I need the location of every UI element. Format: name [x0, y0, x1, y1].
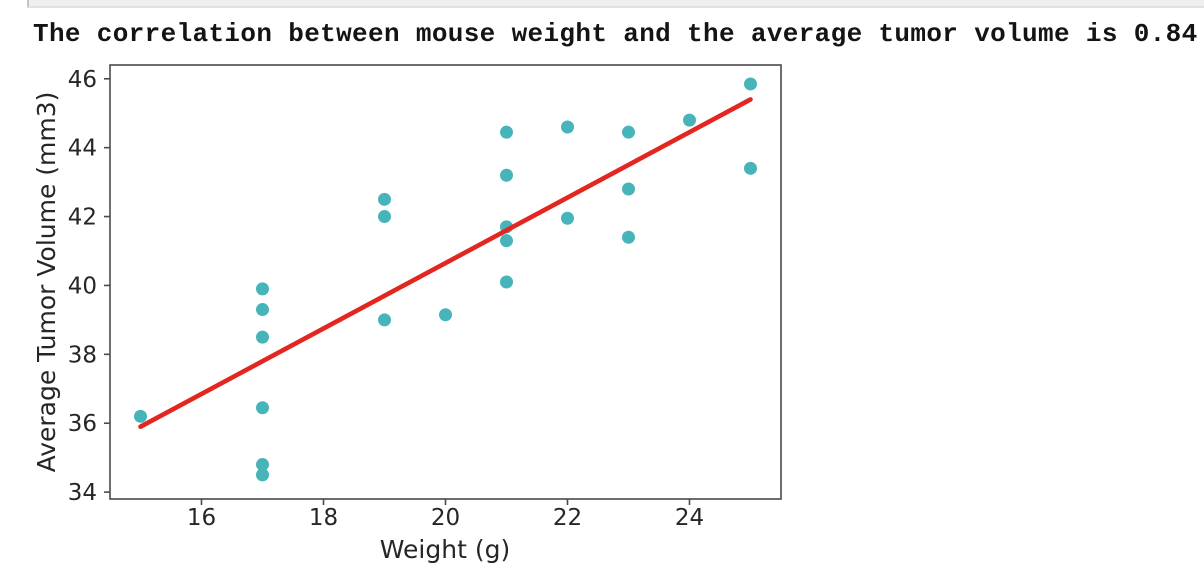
x-axis-label: Weight (g)	[380, 535, 510, 564]
scatter-point	[500, 234, 513, 248]
scatter-point	[134, 409, 147, 423]
x-tick-label: 18	[309, 505, 338, 531]
scatter-point	[622, 125, 635, 139]
scatter-point	[378, 192, 391, 206]
scatter-point	[744, 161, 757, 175]
correlation-output-text: The correlation between mouse weight and…	[33, 19, 1198, 49]
scatter-point	[256, 458, 269, 472]
scatter-point	[561, 211, 574, 225]
scatter-point	[622, 230, 635, 244]
y-tick-label: 36	[68, 411, 97, 437]
scatter-point	[378, 313, 391, 327]
scatter-point	[561, 120, 574, 134]
scatter-point	[256, 303, 269, 317]
scatter-point	[500, 168, 513, 182]
scatter-point	[500, 125, 513, 139]
scatter-point	[256, 330, 269, 344]
scatter-point	[622, 182, 635, 196]
y-axis-label: Average Tumor Volume (mm3)	[32, 92, 61, 473]
chart-layer: 16 18 20 22 24 34 36 38 40 42 44 46	[68, 64, 782, 531]
scatter-point	[744, 77, 757, 91]
scatter-point	[256, 401, 269, 415]
scatter-point	[256, 282, 269, 296]
scatter-point	[683, 113, 696, 127]
scatter-point	[256, 468, 269, 482]
scatter-point	[500, 275, 513, 289]
y-tick-label: 40	[68, 273, 97, 299]
y-tick-label: 34	[68, 480, 97, 506]
x-tick-label: 16	[187, 505, 216, 531]
scatter-point	[378, 210, 391, 224]
regression-line	[138, 97, 753, 429]
y-tick-label: 44	[68, 136, 97, 162]
x-tick-label: 22	[553, 505, 582, 531]
x-tick-label: 20	[431, 505, 460, 531]
scatter-point	[439, 308, 452, 322]
y-tick-label: 38	[68, 342, 97, 368]
code-cell-bottom-edge	[27, 0, 1204, 8]
y-tick-label: 42	[68, 205, 97, 231]
y-tick-label: 46	[68, 67, 97, 93]
x-tick-label: 24	[675, 505, 704, 531]
plot-frame	[109, 64, 782, 500]
